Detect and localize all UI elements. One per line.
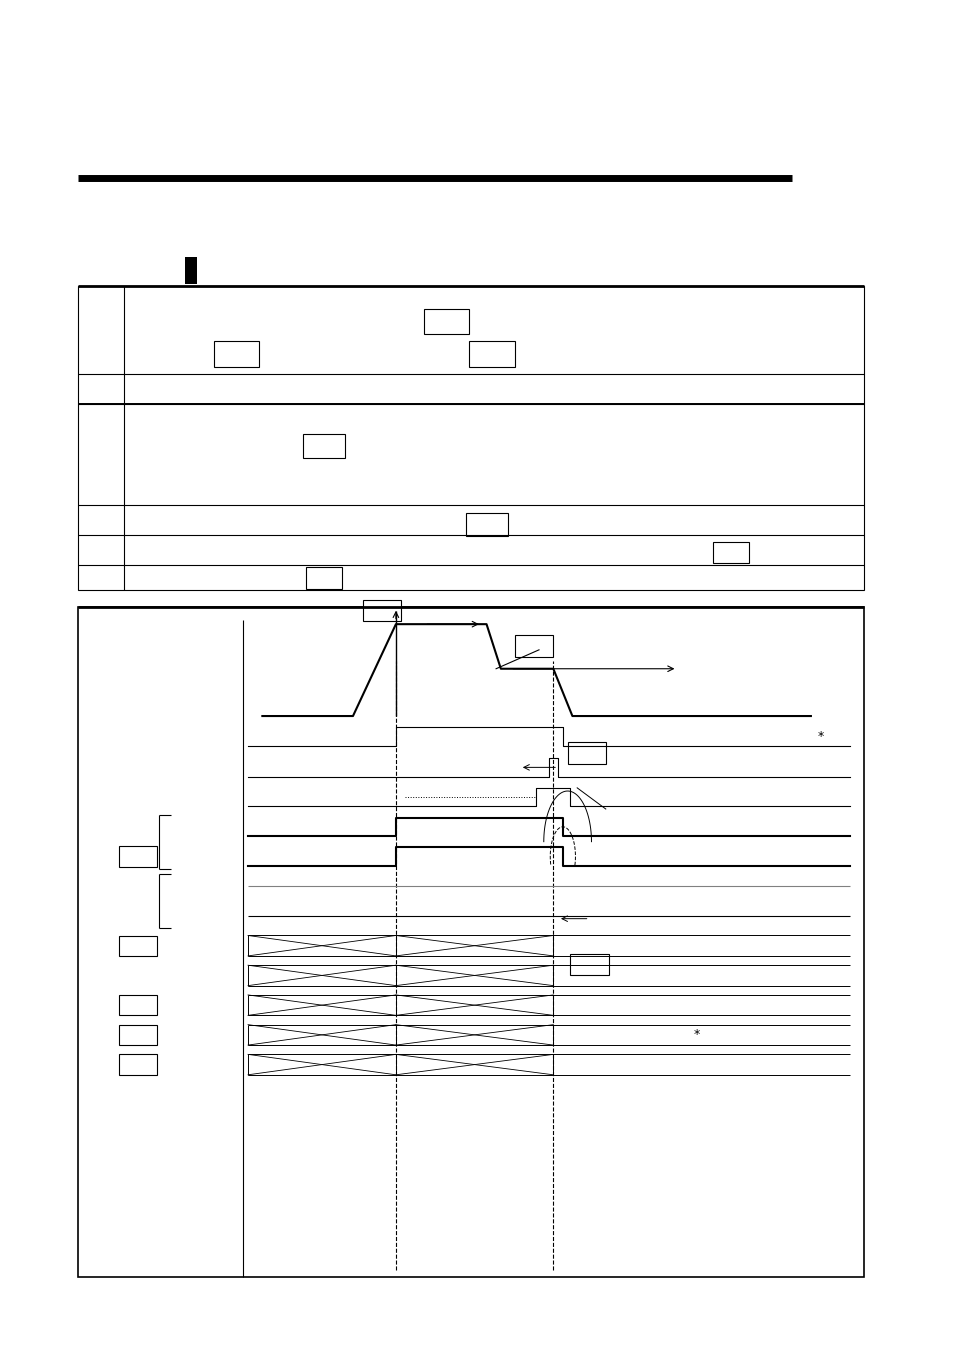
- Bar: [119, 994, 157, 1016]
- Bar: [119, 935, 157, 957]
- Bar: [306, 567, 342, 589]
- Bar: [303, 434, 345, 458]
- Bar: [515, 635, 553, 657]
- Bar: [78, 607, 863, 1277]
- Bar: [570, 954, 608, 975]
- Bar: [185, 257, 196, 284]
- Bar: [712, 542, 748, 563]
- Bar: [469, 340, 515, 366]
- Bar: [119, 846, 157, 867]
- Bar: [119, 1024, 157, 1046]
- Bar: [119, 1054, 157, 1075]
- Text: *: *: [693, 1028, 699, 1042]
- Bar: [423, 308, 469, 334]
- Text: *: *: [817, 730, 822, 743]
- Bar: [567, 742, 605, 763]
- Bar: [213, 340, 259, 366]
- Bar: [362, 600, 400, 621]
- Bar: [78, 286, 863, 590]
- Bar: [465, 512, 507, 535]
